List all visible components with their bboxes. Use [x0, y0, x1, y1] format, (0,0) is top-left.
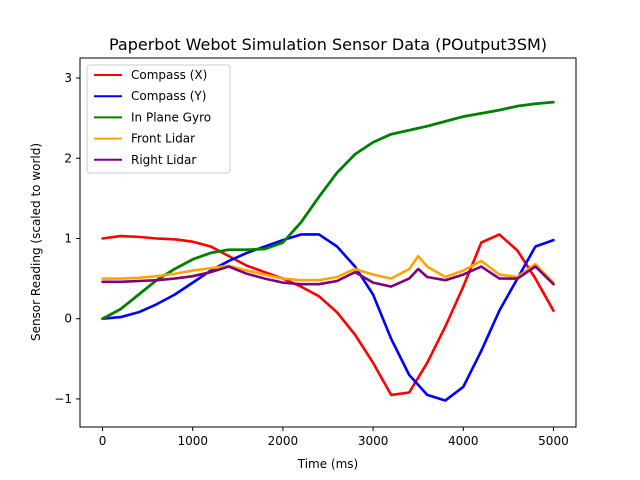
plot-frame: [79, 57, 577, 428]
y-tick-label-2: 0: [64, 312, 72, 326]
legend-items: Compass (X) Compass (Y) In Plane Gyro Front…: [94, 68, 211, 167]
series-line-3: [101, 100, 555, 321]
x-tick-label-4: 3000: [358, 434, 389, 448]
y-tick-label-1: −1: [54, 392, 72, 406]
legend-box: [86, 64, 231, 174]
x-axis-ticks: 0 1000 2000 3000 4000 5000: [99, 427, 569, 448]
x-axis-label: Time (ms): [297, 457, 359, 471]
y-tick-label-5: 3: [64, 71, 72, 85]
y-tick-label-4: 2: [64, 151, 72, 165]
legend-label-3: In Plane Gyro: [131, 110, 211, 124]
legend-label-2: Compass (Y): [131, 89, 206, 103]
legend: Compass (X) Compass (Y) In Plane Gyro Front…: [86, 64, 231, 174]
series-layer: [101, 100, 555, 402]
series-line-2: [101, 233, 555, 402]
series-line-1: [101, 233, 555, 397]
series-line-4: [101, 254, 555, 284]
x-tick-label-6: 5000: [538, 434, 569, 448]
x-tick-label-5: 4000: [448, 434, 479, 448]
plot-area: [79, 57, 577, 428]
y-axis-ticks: −1 0 1 2 3: [54, 71, 80, 406]
y-tick-label-3: 1: [64, 231, 72, 245]
x-tick-label-3: 2000: [268, 434, 299, 448]
legend-label-4: Front Lidar: [131, 132, 195, 146]
chart-title: Paperbot Webot Simulation Sensor Data (P…: [109, 35, 547, 54]
legend-label-1: Compass (X): [131, 68, 207, 82]
y-axis-label: Sensor Reading (scaled to world): [29, 143, 43, 341]
x-tick-label-1: 0: [99, 434, 107, 448]
x-tick-label-2: 1000: [177, 434, 208, 448]
series-line-5: [101, 265, 555, 288]
legend-label-5: Right Lidar: [131, 153, 196, 167]
